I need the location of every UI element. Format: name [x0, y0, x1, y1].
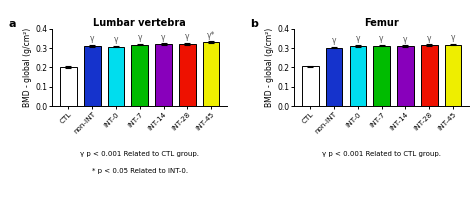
Bar	[421, 45, 438, 106]
Bar	[155, 44, 172, 106]
Text: γ: γ	[114, 35, 118, 44]
Text: * p < 0.05 Related to INT-0.: * p < 0.05 Related to INT-0.	[91, 168, 188, 174]
Text: γ: γ	[332, 36, 337, 45]
Text: γ: γ	[185, 32, 190, 42]
Text: γ p < 0.001 Related to CTL group.: γ p < 0.001 Related to CTL group.	[80, 151, 199, 157]
Bar	[445, 45, 461, 106]
Y-axis label: BMD - global (g/cm²): BMD - global (g/cm²)	[265, 28, 274, 107]
Text: γ p < 0.001 Related to CTL group.: γ p < 0.001 Related to CTL group.	[322, 151, 441, 157]
Text: γ: γ	[90, 34, 94, 43]
Bar	[203, 42, 219, 106]
Text: γ: γ	[161, 33, 166, 42]
Bar	[108, 47, 124, 106]
Text: γ: γ	[356, 34, 360, 43]
Text: a: a	[9, 19, 16, 29]
Bar	[302, 67, 319, 106]
Text: γ: γ	[137, 33, 142, 42]
Text: γ: γ	[403, 35, 408, 44]
Title: Lumbar vertebra: Lumbar vertebra	[93, 18, 186, 28]
Text: b: b	[250, 19, 258, 29]
Text: γ: γ	[451, 33, 455, 42]
Text: γ: γ	[379, 34, 384, 43]
Bar	[326, 48, 342, 106]
Title: Femur: Femur	[364, 18, 399, 28]
Bar	[84, 46, 100, 106]
Text: γ*: γ*	[207, 31, 215, 40]
Y-axis label: BMD - global (g/cm²): BMD - global (g/cm²)	[23, 28, 32, 107]
Text: γ: γ	[427, 34, 431, 43]
Bar	[397, 46, 414, 106]
Bar	[131, 45, 148, 106]
Bar	[374, 46, 390, 106]
Bar	[349, 46, 366, 106]
Bar	[60, 67, 77, 106]
Bar	[179, 44, 196, 106]
